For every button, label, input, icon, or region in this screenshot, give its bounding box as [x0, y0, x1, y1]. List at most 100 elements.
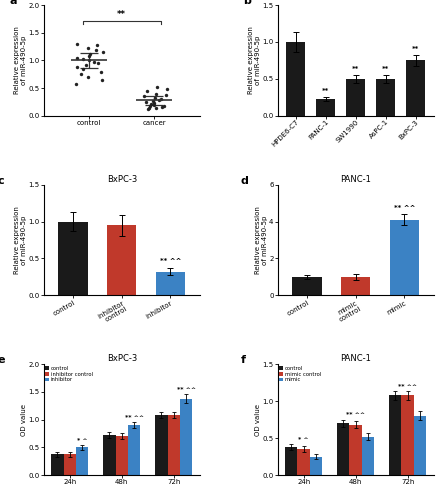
Point [153, 104, 160, 112]
Text: **: ** [352, 66, 359, 72]
Text: ** ^^: ** ^^ [177, 388, 196, 392]
Text: ** ^^: ** ^^ [160, 258, 181, 264]
Title: PANC-1: PANC-1 [340, 175, 371, 184]
Text: **: ** [382, 66, 389, 72]
Point [162, 92, 170, 100]
Point [152, 90, 159, 98]
Bar [116, 436, 128, 475]
Bar [316, 99, 336, 116]
Point [87, 50, 94, 58]
Point [80, 64, 87, 72]
Y-axis label: OD value: OD value [21, 404, 27, 436]
Bar [362, 436, 374, 475]
Bar [406, 60, 425, 116]
Text: ** ^^: ** ^^ [346, 412, 365, 418]
Bar [285, 447, 297, 475]
Bar [389, 395, 401, 475]
Point [98, 76, 105, 84]
Bar [58, 222, 88, 296]
Text: * ^: * ^ [77, 438, 88, 443]
Text: **: ** [322, 88, 329, 94]
Point [147, 102, 154, 110]
Y-axis label: OD value: OD value [255, 404, 261, 436]
Y-axis label: Relative expression
of miR-490-5p: Relative expression of miR-490-5p [14, 206, 27, 274]
Point [86, 56, 93, 64]
Point [158, 95, 165, 103]
Point [152, 94, 159, 102]
Bar [167, 415, 180, 475]
Point [143, 88, 150, 96]
Point [72, 80, 79, 88]
Point [78, 70, 85, 78]
Point [142, 98, 149, 106]
Bar [76, 448, 88, 475]
Point [145, 104, 152, 112]
Y-axis label: Relative expression
of miR-490-5p: Relative expression of miR-490-5p [254, 206, 268, 274]
Text: f: f [240, 356, 245, 366]
Bar [156, 272, 185, 295]
Point [84, 44, 91, 52]
Bar [292, 277, 321, 295]
Point [159, 103, 166, 111]
Point [79, 56, 86, 64]
Point [86, 52, 93, 60]
Point [154, 83, 161, 91]
Bar [103, 435, 116, 475]
Bar [107, 225, 136, 296]
Text: b: b [244, 0, 251, 6]
Text: **: ** [117, 10, 126, 19]
Bar [155, 415, 167, 475]
Point [140, 92, 147, 100]
Point [91, 58, 98, 66]
Point [147, 100, 154, 108]
Text: ** ^^: ** ^^ [394, 205, 415, 211]
Bar [128, 425, 141, 475]
Point [85, 73, 92, 81]
Text: ** ^^: ** ^^ [398, 384, 417, 388]
Title: PANC-1: PANC-1 [340, 354, 371, 364]
Title: BxPC-3: BxPC-3 [106, 175, 137, 184]
Y-axis label: Relative expression
of miR-490-5p: Relative expression of miR-490-5p [248, 26, 261, 94]
Text: e: e [0, 356, 4, 366]
Point [82, 61, 89, 69]
Title: BxPC-3: BxPC-3 [106, 354, 137, 364]
Point [150, 101, 157, 109]
Point [94, 41, 101, 49]
Point [99, 48, 106, 56]
Point [155, 96, 162, 104]
Bar [64, 454, 76, 475]
Point [74, 63, 81, 71]
Point [95, 59, 102, 67]
Legend: control, mimic control, mimic: control, mimic control, mimic [279, 365, 321, 383]
Point [74, 40, 81, 48]
Bar [350, 424, 362, 475]
Text: d: d [240, 176, 248, 186]
Point [150, 97, 157, 105]
Point [92, 46, 99, 54]
Text: c: c [0, 176, 4, 186]
Point [160, 102, 167, 110]
Text: **: ** [412, 46, 419, 52]
Point [145, 105, 152, 113]
Text: * ^: * ^ [298, 436, 309, 442]
Bar [286, 42, 305, 116]
Bar [337, 424, 350, 475]
Legend: control, inhibitor control, inhibitor: control, inhibitor control, inhibitor [45, 365, 93, 383]
Bar [376, 79, 396, 116]
Bar [51, 454, 64, 475]
Bar [390, 220, 419, 296]
Bar [414, 416, 426, 475]
Point [164, 85, 171, 93]
Bar [180, 398, 192, 475]
Point [74, 54, 81, 62]
Bar [341, 277, 370, 295]
Text: ** ^^: ** ^^ [125, 415, 144, 420]
Y-axis label: Relative expression
of miR-490-5p: Relative expression of miR-490-5p [14, 26, 27, 94]
Point [98, 68, 105, 76]
Point [151, 98, 158, 106]
Bar [401, 395, 414, 475]
Bar [297, 449, 310, 475]
Bar [310, 456, 322, 475]
Bar [346, 79, 365, 116]
Text: a: a [10, 0, 17, 6]
